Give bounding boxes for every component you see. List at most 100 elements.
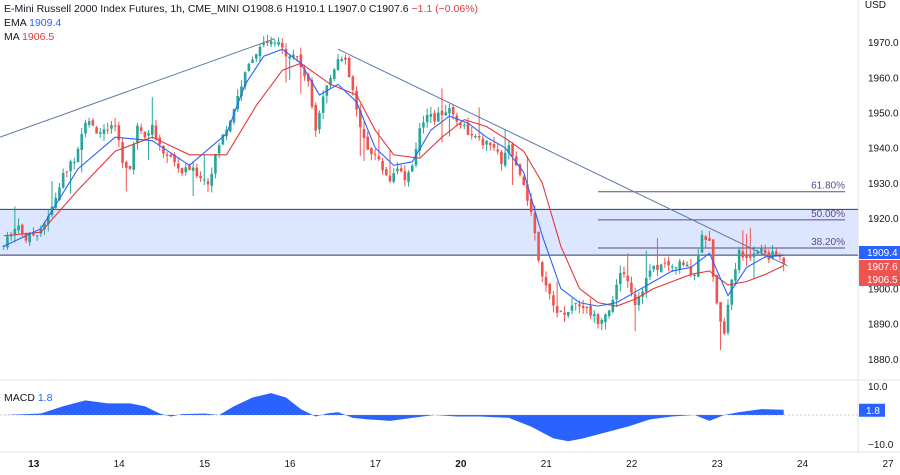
candle-body [592, 314, 596, 317]
candle-body [403, 171, 407, 181]
candle-body [552, 295, 555, 306]
candle-body [254, 54, 258, 59]
candle-body [644, 278, 648, 292]
legend-ma-row[interactable]: MA 1906.5 [4, 30, 478, 44]
candle-body [69, 161, 72, 172]
x-tick-label: 24 [797, 459, 809, 470]
candle-body [752, 253, 756, 258]
open-value: 1908.6 [250, 3, 283, 15]
candle-body [641, 291, 644, 297]
candle-body [273, 42, 277, 44]
candle-body [559, 310, 563, 312]
candle-body [329, 77, 332, 86]
candle-body [685, 264, 689, 267]
y-tick-label: 1950.0 [868, 109, 899, 120]
candle-body [39, 228, 43, 234]
candle-body [600, 320, 604, 324]
candle-body [35, 235, 39, 237]
candle-body [188, 165, 191, 171]
candle-body [663, 262, 667, 264]
candle-body [581, 305, 585, 309]
y-tick-label: 1900.0 [868, 285, 899, 296]
candle-body [563, 312, 566, 315]
candle-body [80, 134, 84, 151]
candle-body [429, 113, 433, 117]
candle-body [102, 129, 106, 134]
ema-label: EMA [4, 17, 27, 29]
candle-body [32, 233, 35, 236]
candle-body [503, 152, 507, 166]
candle-body [407, 172, 410, 182]
candle-body [555, 306, 559, 313]
candle-body [425, 115, 429, 123]
x-tick-label: 15 [199, 459, 211, 470]
candle-body [72, 162, 76, 164]
upper-trendline-2 [337, 48, 788, 267]
candle-body [84, 122, 87, 134]
candle-body [58, 187, 61, 200]
candle-body [292, 54, 295, 58]
candle-body [693, 275, 696, 277]
candle-body [351, 76, 355, 91]
candle-body [596, 314, 600, 325]
x-tick-label: 27 [882, 459, 894, 470]
candle-body [91, 120, 95, 126]
ema-line [3, 48, 784, 307]
candle-body [358, 110, 362, 128]
candle-body [622, 272, 626, 274]
candle-body [618, 273, 622, 285]
candle-body [43, 223, 46, 230]
candle-body [169, 154, 173, 157]
candle-body [247, 64, 251, 71]
fib-label-1: 50.00% [811, 209, 845, 220]
x-tick-label: 13 [28, 459, 40, 470]
macd-legend[interactable]: MACD 1.8 [4, 392, 52, 404]
candle-body [262, 43, 266, 46]
candle-body [589, 305, 592, 316]
currency-label: USD [864, 0, 886, 11]
candle-body [310, 80, 314, 107]
candle-body [269, 41, 273, 45]
candle-body [630, 282, 633, 293]
macd-current-bg [859, 403, 885, 417]
candle-body [678, 261, 682, 270]
candle-body [782, 257, 786, 265]
candle-body [384, 169, 388, 176]
candle-body [206, 181, 210, 185]
candle-body [511, 143, 514, 157]
ma-line [3, 62, 784, 307]
macd-tick-label: −10.0 [868, 440, 894, 451]
candle-body [6, 236, 9, 248]
candle-body [734, 269, 737, 281]
candle-body [251, 59, 254, 64]
candle-body [514, 156, 518, 166]
candle-body [674, 267, 678, 269]
candle-body [711, 239, 715, 277]
legend-ema-row[interactable]: EMA 1909.4 [4, 16, 478, 30]
low-value: 1907.0 [333, 3, 366, 15]
close-label: C [368, 3, 377, 15]
candle-body [459, 123, 462, 126]
candle-body [128, 165, 132, 169]
candle-body [477, 135, 481, 138]
candle-body [258, 46, 262, 57]
candle-body [652, 265, 656, 270]
candle-body [570, 305, 574, 311]
candle-body [24, 233, 28, 241]
candle-body [366, 136, 370, 150]
candle-body [9, 235, 13, 237]
candle-body [54, 197, 58, 208]
candle-body [340, 59, 344, 62]
candle-body [332, 69, 336, 79]
candle-body [719, 302, 722, 322]
candle-body [585, 307, 589, 309]
candle-body [414, 148, 418, 166]
candle-body [760, 248, 763, 252]
x-tick-label: 17 [370, 459, 382, 470]
y-tick-label: 1880.0 [868, 355, 899, 366]
candle-body [708, 237, 711, 241]
candle-body [667, 260, 670, 266]
candle-body [180, 168, 184, 174]
